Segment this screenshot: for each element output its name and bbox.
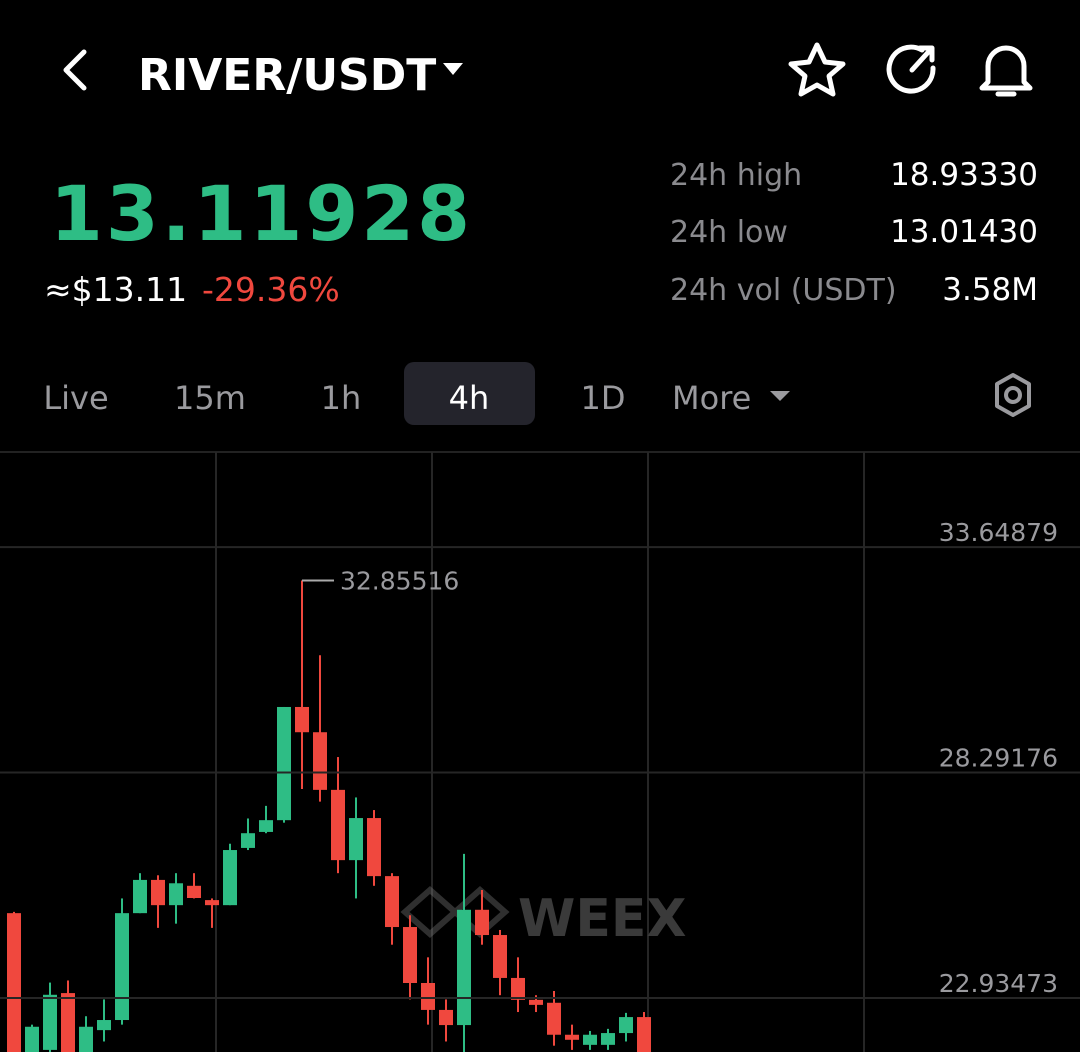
candle-body bbox=[385, 876, 399, 928]
alert-button[interactable] bbox=[979, 45, 1033, 97]
candle-body bbox=[511, 977, 525, 1000]
interval-tab[interactable]: 4h bbox=[449, 379, 490, 417]
candle-body bbox=[25, 1026, 39, 1052]
stat-value: 18.93330 bbox=[890, 157, 1038, 193]
favorite-button[interactable] bbox=[788, 42, 846, 97]
y-tick-label: 22.93473 bbox=[939, 969, 1058, 998]
last-price: 13.11928 bbox=[50, 169, 473, 258]
candle-body bbox=[7, 913, 21, 1052]
interval-tab[interactable]: 1D bbox=[581, 379, 626, 417]
candle-body bbox=[493, 935, 507, 978]
candle-body bbox=[241, 833, 255, 848]
pair-title[interactable]: RIVER/USDT bbox=[138, 50, 436, 101]
more-caret bbox=[770, 391, 790, 401]
candle-body bbox=[169, 883, 183, 906]
price-change: -29.36% bbox=[202, 270, 340, 309]
candle-body bbox=[601, 1033, 615, 1045]
candles bbox=[7, 580, 651, 1052]
interval-tab[interactable]: 1h bbox=[321, 379, 362, 417]
stat-value: 3.58M bbox=[942, 272, 1038, 308]
candle-body bbox=[565, 1034, 579, 1040]
interval-tab[interactable]: Live bbox=[43, 379, 108, 417]
interval-tab[interactable]: 15m bbox=[174, 379, 246, 417]
stat-label: 24h high bbox=[670, 158, 802, 193]
candle-body bbox=[439, 1009, 453, 1026]
watermark: WEEX bbox=[518, 889, 687, 949]
usd-price: ≈$13.11 bbox=[44, 270, 187, 309]
share-button[interactable] bbox=[886, 44, 936, 94]
candle-body bbox=[583, 1034, 597, 1045]
candle-body bbox=[223, 850, 237, 906]
candle-body bbox=[529, 999, 543, 1005]
candle-body bbox=[79, 1026, 93, 1052]
high-label: 32.85516 bbox=[340, 567, 459, 596]
candle-body bbox=[313, 732, 327, 790]
candle-body bbox=[367, 818, 381, 877]
candle-body bbox=[151, 879, 165, 906]
active-tab-bg bbox=[404, 362, 535, 425]
candle-body bbox=[349, 818, 363, 861]
stat-value: 13.01430 bbox=[890, 214, 1038, 250]
pair-dropdown[interactable] bbox=[443, 63, 463, 75]
candle-body bbox=[115, 913, 129, 1021]
candle-body bbox=[619, 1017, 633, 1034]
y-tick-label: 28.29176 bbox=[939, 744, 1058, 773]
watermark-logo bbox=[400, 886, 510, 938]
candle-body bbox=[403, 927, 417, 983]
more-tab[interactable]: More bbox=[672, 379, 751, 417]
candle-body bbox=[475, 909, 489, 936]
candle-body bbox=[133, 879, 147, 914]
settings-button[interactable] bbox=[995, 373, 1031, 417]
candle-body bbox=[43, 994, 57, 1050]
candle-body bbox=[259, 820, 273, 832]
candle-body bbox=[331, 789, 345, 861]
candle-body bbox=[295, 706, 309, 733]
candle-body bbox=[547, 1002, 561, 1035]
candle-body bbox=[457, 909, 471, 1026]
candle-body bbox=[61, 993, 75, 1052]
candle-body bbox=[205, 900, 219, 906]
stat-label: 24h vol (USDT) bbox=[670, 273, 897, 308]
stat-label: 24h low bbox=[670, 215, 788, 250]
y-tick-label: 33.64879 bbox=[939, 518, 1058, 547]
candle-body bbox=[637, 1017, 651, 1052]
candle-body bbox=[421, 982, 435, 1010]
candle-body bbox=[187, 885, 201, 899]
vertical-grid bbox=[215, 452, 865, 1052]
candle-body bbox=[277, 706, 291, 821]
back-button[interactable] bbox=[63, 49, 87, 91]
candle-body bbox=[97, 1020, 111, 1031]
